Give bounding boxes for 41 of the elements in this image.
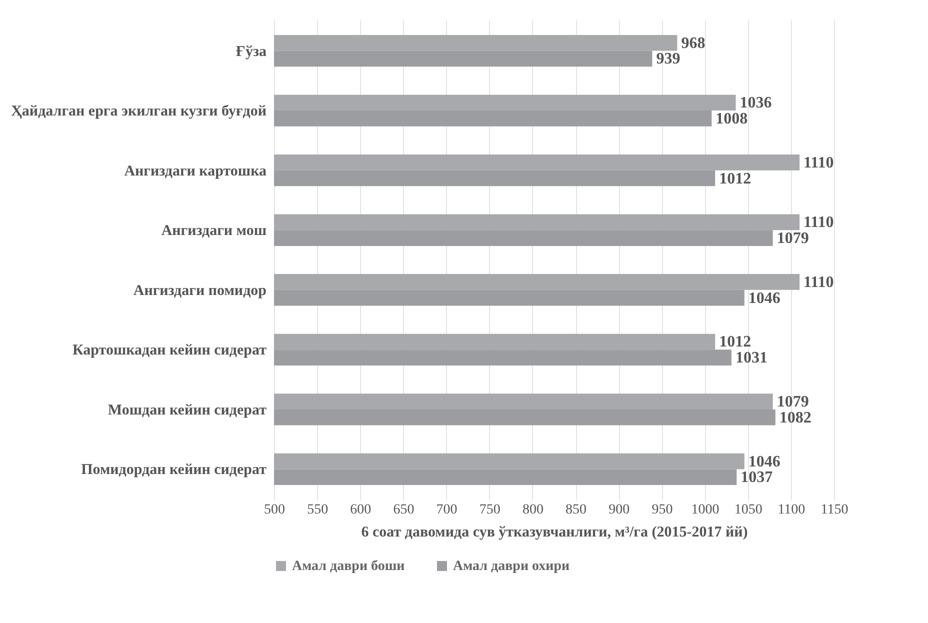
data-label: 939 — [656, 50, 680, 68]
data-label: 1110 — [804, 274, 834, 291]
x-tick-label: 900 — [608, 502, 630, 518]
y-tick-label: Картошкадан кейин сидерат — [72, 342, 268, 359]
y-tick-label: Ангиздаги картошка — [124, 163, 267, 180]
x-tick-label: 800 — [522, 502, 544, 518]
data-label: 1036 — [740, 94, 772, 112]
x-tick-label: 950 — [652, 502, 673, 518]
x-axis-title: 6 соат давомида сув ўтказувчанлиги, м³/га (2015-2017 йй) — [361, 524, 748, 540]
x-tick-label: 1050 — [734, 502, 762, 518]
data-label: 1082 — [779, 409, 812, 426]
legend-label: Амал даври боши — [292, 559, 405, 574]
y-tick-label: Ангиздаги мош — [161, 223, 267, 240]
x-tick-label: 750 — [479, 502, 500, 518]
y-tick-label: Мошдан кейин сидерат — [108, 402, 268, 418]
x-tick-label: 500 — [264, 502, 285, 518]
data-label: 1110 — [804, 214, 834, 232]
data-label: 1031 — [735, 350, 768, 367]
y-tick-label: Ангиздаги помидор — [133, 282, 266, 299]
x-tick-label: 550 — [307, 502, 328, 518]
data-label: 1012 — [719, 170, 752, 188]
x-tick-label: 650 — [393, 502, 414, 518]
x-tick-label: 1100 — [778, 502, 806, 518]
y-tick-label: Ғўза — [236, 44, 267, 60]
data-label: 1110 — [804, 154, 834, 172]
data-label: 1046 — [748, 290, 780, 307]
y-tick-label: Ҳайдалган ерга экилган кузги буғдой — [11, 104, 267, 120]
x-tick-label: 600 — [350, 502, 372, 518]
y-tick-label: Помидордан кейин сидерат — [81, 462, 268, 478]
legend-label: Амал даври охири — [453, 559, 570, 574]
x-tick-label: 1150 — [820, 502, 848, 518]
data-label: 1079 — [776, 230, 809, 248]
x-tick-label: 850 — [566, 502, 587, 518]
x-tick-label: 1000 — [691, 502, 720, 518]
data-label: 1046 — [748, 453, 780, 470]
data-label: 1008 — [716, 110, 748, 128]
data-label: 968 — [681, 34, 706, 52]
data-label: 1012 — [719, 334, 752, 351]
data-label: 1079 — [776, 394, 809, 411]
x-tick-label: 700 — [436, 502, 458, 518]
data-label: 1037 — [740, 469, 773, 486]
